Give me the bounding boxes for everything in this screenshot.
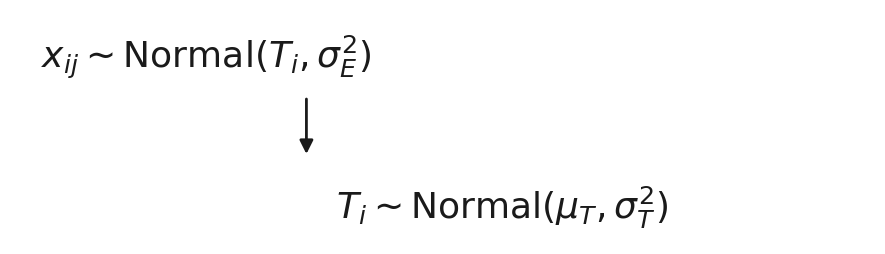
Text: $x_{ij} \sim \mathrm{Normal}(T_i, \sigma_E^2)$: $x_{ij} \sim \mathrm{Normal}(T_i, \sigma… [42, 33, 372, 80]
Text: $T_i \sim \mathrm{Normal}(\mu_T, \sigma_T^2)$: $T_i \sim \mathrm{Normal}(\mu_T, \sigma_… [335, 184, 668, 230]
